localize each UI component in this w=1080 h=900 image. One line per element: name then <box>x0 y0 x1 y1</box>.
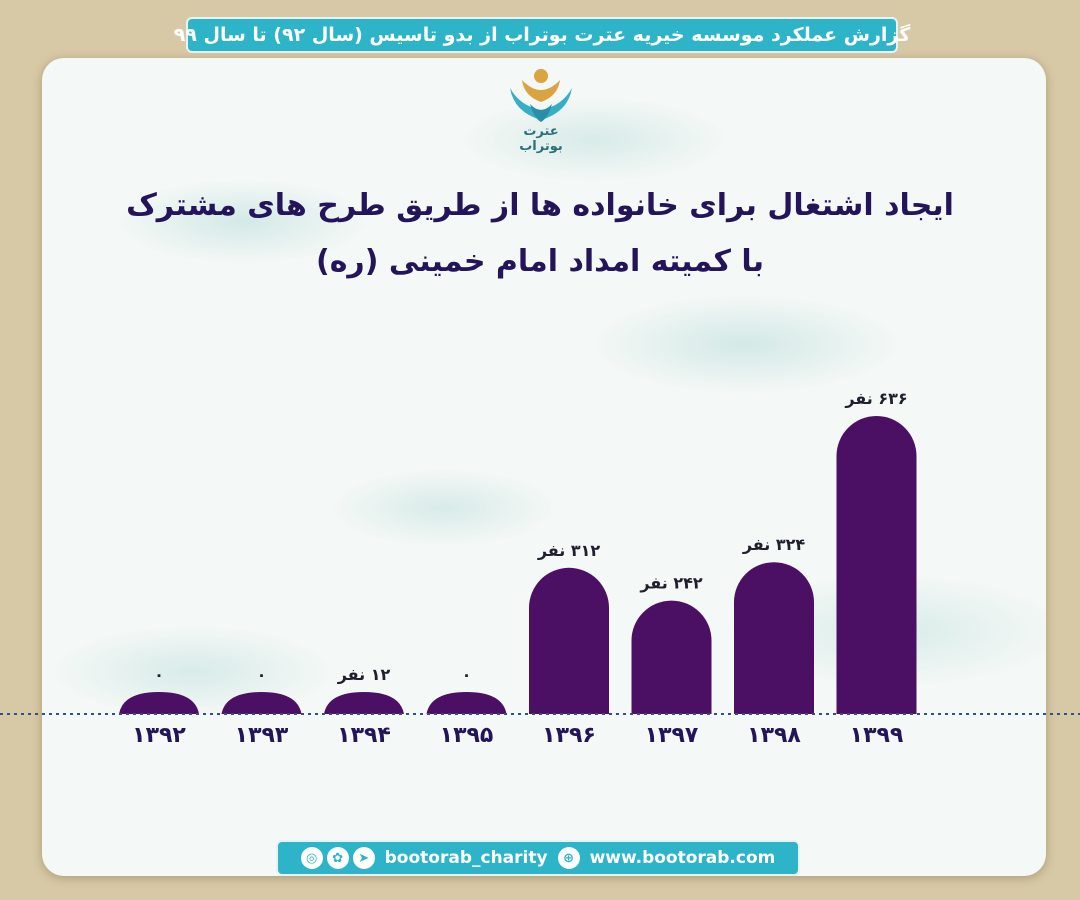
bar-4 <box>529 567 609 714</box>
data-label-0: ۰ <box>154 665 164 684</box>
bar-0 <box>119 692 199 714</box>
data-label-4: ۳۱۲ نفر <box>537 541 601 560</box>
bar-2 <box>324 692 404 714</box>
bar-5 <box>631 600 712 714</box>
report-banner: گزارش عملکرد موسسه خیریه عترت بوتراب از … <box>174 17 910 53</box>
bar-1 <box>221 692 302 714</box>
charity-logo-text: عترت بوتراب <box>519 124 563 154</box>
data-label-5: ۲۴۲ نفر <box>639 574 703 593</box>
bar-6 <box>734 562 814 714</box>
x-tick-label-7: ۱۳۹۹ <box>850 723 904 748</box>
data-label-6: ۳۲۴ نفر <box>742 535 806 554</box>
x-tick-label-5: ۱۳۹۷ <box>645 723 699 748</box>
x-tick-label-1: ۱۳۹۳ <box>235 723 289 748</box>
globe-icon: ⊕ <box>557 847 580 869</box>
social-icons: ◎ ✿ ➤ <box>300 847 375 869</box>
x-tick-label-6: ۱۳۹۸ <box>747 723 801 748</box>
charity-logo: عترت بوتراب <box>500 66 582 158</box>
social-handle[interactable]: bootorab_charity <box>384 848 548 868</box>
data-label-1: ۰ <box>257 665 267 684</box>
report-banner-text: گزارش عملکرد موسسه خیریه عترت بوتراب از … <box>173 24 911 46</box>
x-tick-label-0: ۱۳۹۲ <box>132 723 186 748</box>
telegram-icon[interactable]: ➤ <box>352 847 375 869</box>
chart-title-line2: با کمیته امداد امام خمینی (ره) <box>316 244 764 279</box>
bar-3 <box>426 692 507 714</box>
website-link[interactable]: www.bootorab.com <box>589 848 776 868</box>
x-tick-label-4: ۱۳۹۶ <box>542 723 596 748</box>
bar-7 <box>836 416 917 714</box>
x-tick-label-3: ۱۳۹۵ <box>440 723 494 748</box>
charity-logo-icon <box>510 69 572 122</box>
instagram-icon[interactable]: ◎ <box>300 847 323 869</box>
data-label-2: ۱۲ نفر <box>337 665 391 684</box>
chart-title-line1: ایجاد اشتغال برای خانواده ها از طریق طرح… <box>126 188 954 223</box>
footer-bar: ◎ ✿ ➤ bootorab_charity ⊕ www.bootorab.co… <box>276 840 800 876</box>
data-label-7: ۶۳۶ نفر <box>844 389 907 408</box>
data-label-3: ۰ <box>462 665 472 684</box>
aparat-icon[interactable]: ✿ <box>326 847 349 869</box>
x-tick-label-2: ۱۳۹۴ <box>337 723 391 748</box>
